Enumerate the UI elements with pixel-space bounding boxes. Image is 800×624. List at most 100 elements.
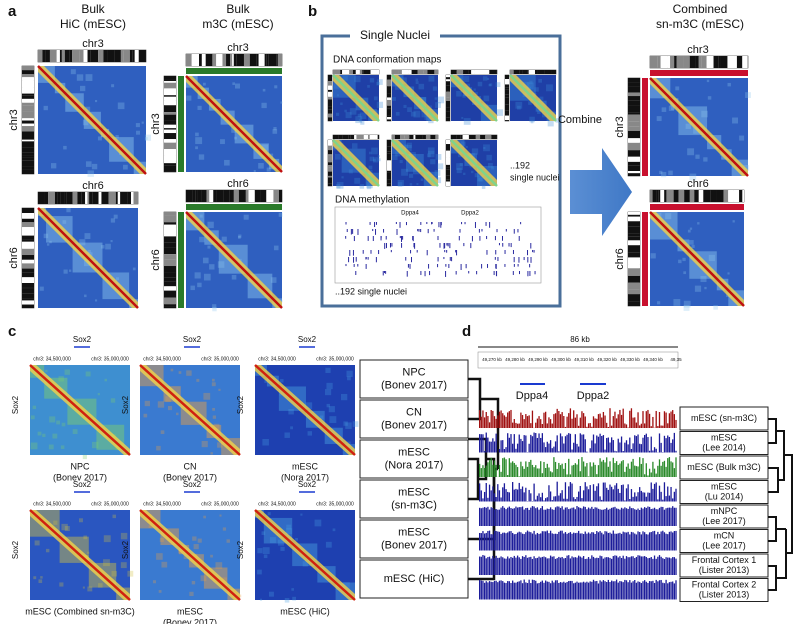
methylation-bar bbox=[492, 534, 494, 551]
heatmap-speck bbox=[30, 442, 38, 450]
label: Sox2 bbox=[11, 540, 20, 559]
methylation-call bbox=[465, 264, 467, 269]
methylation-bar bbox=[518, 423, 520, 428]
heatmap-speck bbox=[200, 575, 207, 582]
methylation-call bbox=[512, 271, 514, 275]
heatmap-speck bbox=[397, 179, 404, 187]
methylation-bar bbox=[667, 435, 669, 453]
ideogram-band bbox=[57, 192, 61, 204]
heatmap-speck bbox=[84, 233, 91, 240]
heatmap-speck bbox=[280, 299, 283, 303]
methylation-bar bbox=[531, 436, 534, 453]
methylation-bar bbox=[672, 557, 674, 575]
methylation-bar bbox=[574, 463, 576, 477]
heatmap-speck bbox=[546, 84, 553, 92]
ideogram-band bbox=[164, 100, 176, 106]
methylation-bar bbox=[675, 488, 677, 502]
methylation-bar bbox=[568, 532, 570, 551]
methylation-call bbox=[438, 222, 440, 228]
heatmap-diagonal bbox=[450, 139, 498, 187]
heatmap-speck bbox=[376, 101, 384, 108]
ideogram-band bbox=[22, 169, 34, 174]
heatmap-speck bbox=[190, 285, 195, 291]
methylation-bar bbox=[525, 582, 527, 600]
ideogram-band bbox=[340, 70, 343, 74]
methylation-bar bbox=[518, 507, 520, 526]
methylation-bar bbox=[549, 440, 552, 453]
methylation-call bbox=[486, 250, 488, 255]
methylation-bar bbox=[531, 533, 534, 551]
heatmap-speck bbox=[400, 77, 407, 84]
ideogram-band bbox=[256, 54, 259, 66]
methylation-bar bbox=[488, 460, 491, 477]
heatmap-speck bbox=[238, 234, 242, 238]
methylation-bar bbox=[634, 417, 636, 428]
methylation-bar bbox=[540, 508, 542, 526]
ideogram-band bbox=[133, 192, 138, 204]
methylation-bar bbox=[533, 432, 535, 453]
dendrogram bbox=[768, 454, 793, 591]
methylation-bar bbox=[615, 451, 618, 453]
heatmap-speck bbox=[460, 141, 466, 147]
methylation-call bbox=[413, 243, 415, 248]
ideogram-band bbox=[628, 245, 640, 253]
methylation-bar bbox=[622, 450, 624, 453]
ideogram-band bbox=[164, 149, 176, 156]
heatmap-speck bbox=[105, 243, 111, 250]
methylation-bar bbox=[554, 533, 557, 551]
label: chr6 bbox=[82, 180, 103, 192]
methylation-bar bbox=[516, 555, 519, 575]
methylation-bar bbox=[578, 555, 580, 575]
methylation-bar bbox=[569, 580, 572, 600]
ideogram-band bbox=[387, 93, 391, 98]
ideogram-band bbox=[387, 140, 391, 147]
heatmap-speck bbox=[82, 454, 87, 460]
label: (Bonev 2017) bbox=[381, 379, 447, 391]
methylation-bar bbox=[644, 492, 646, 502]
methylation-call bbox=[504, 250, 506, 254]
methylation-bar bbox=[630, 489, 633, 502]
methylation-bar bbox=[538, 416, 540, 428]
methylation-bar bbox=[556, 435, 558, 453]
ideogram-band bbox=[328, 89, 332, 92]
methylation-bar bbox=[548, 485, 550, 502]
heatmap-speck bbox=[399, 159, 403, 164]
methylation-bar bbox=[611, 533, 613, 551]
label: (Lee 2017) bbox=[702, 540, 746, 550]
heatmap-speck bbox=[178, 371, 182, 374]
heatmap-speck bbox=[395, 111, 400, 116]
heatmap-speck bbox=[335, 112, 340, 116]
heatmap-speck bbox=[435, 154, 442, 160]
methylation-bar bbox=[545, 531, 547, 551]
methylation-bar bbox=[574, 582, 576, 600]
heatmap-speck bbox=[170, 368, 174, 372]
heatmap-speck bbox=[62, 220, 67, 224]
methylation-bar bbox=[490, 441, 492, 453]
methylation-bar bbox=[530, 532, 532, 551]
heatmap-speck bbox=[325, 541, 332, 548]
methylation-bar bbox=[502, 557, 504, 575]
label: (Bonev 2017) bbox=[381, 419, 447, 431]
methylation-bar bbox=[516, 467, 519, 477]
heatmap-speck bbox=[197, 282, 202, 288]
methylation-bar bbox=[639, 425, 641, 428]
methylation-bar bbox=[589, 508, 591, 526]
methylation-bar bbox=[578, 507, 580, 526]
ideogram-band bbox=[734, 56, 737, 68]
methylation-bar bbox=[528, 461, 530, 477]
methylation-bar bbox=[594, 443, 596, 453]
label: Single Nuclei bbox=[360, 28, 430, 42]
ideogram-band bbox=[427, 70, 435, 74]
methylation-call bbox=[391, 243, 393, 247]
ideogram-band bbox=[664, 190, 667, 202]
ideogram-band bbox=[387, 79, 391, 87]
methylation-bar bbox=[614, 581, 616, 600]
label: (Lee 2014) bbox=[702, 442, 746, 452]
heatmap-speck bbox=[267, 512, 271, 516]
methylation-bar bbox=[533, 580, 535, 600]
methylation-bar bbox=[599, 433, 601, 453]
methylation-bar bbox=[612, 440, 614, 453]
methylation-bar bbox=[637, 466, 639, 477]
methylation-bar bbox=[673, 432, 675, 453]
ideogram-band bbox=[670, 56, 675, 68]
